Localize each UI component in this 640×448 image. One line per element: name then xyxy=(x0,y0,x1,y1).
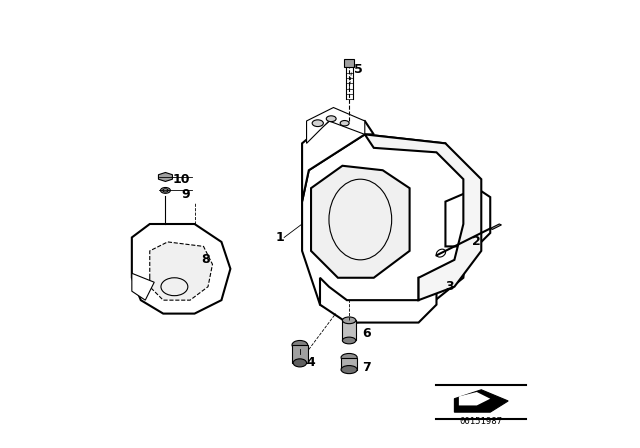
Text: 6: 6 xyxy=(362,327,371,340)
Ellipse shape xyxy=(342,317,356,323)
Text: 2: 2 xyxy=(472,235,481,249)
Ellipse shape xyxy=(163,189,168,192)
Text: 1: 1 xyxy=(275,231,284,244)
Polygon shape xyxy=(302,134,472,323)
Polygon shape xyxy=(320,278,436,323)
Polygon shape xyxy=(159,172,172,181)
Ellipse shape xyxy=(340,121,349,126)
Text: 10: 10 xyxy=(173,172,190,186)
Polygon shape xyxy=(311,166,410,278)
Text: 7: 7 xyxy=(362,361,371,374)
Polygon shape xyxy=(307,108,365,143)
Ellipse shape xyxy=(326,116,336,122)
Polygon shape xyxy=(454,390,508,412)
Ellipse shape xyxy=(161,188,170,194)
Bar xyxy=(342,320,356,340)
Text: 4: 4 xyxy=(307,356,316,370)
Ellipse shape xyxy=(292,340,308,349)
Polygon shape xyxy=(132,224,230,314)
Ellipse shape xyxy=(341,353,357,362)
Text: 9: 9 xyxy=(182,188,190,202)
Ellipse shape xyxy=(342,337,356,344)
Polygon shape xyxy=(132,273,154,300)
Polygon shape xyxy=(302,121,374,202)
Text: 8: 8 xyxy=(202,253,210,267)
Bar xyxy=(344,59,355,67)
Ellipse shape xyxy=(312,120,323,127)
Text: 5: 5 xyxy=(353,63,362,76)
Bar xyxy=(292,345,308,363)
Polygon shape xyxy=(150,242,212,300)
Polygon shape xyxy=(365,134,481,300)
Ellipse shape xyxy=(341,366,357,374)
Polygon shape xyxy=(490,224,502,229)
Ellipse shape xyxy=(293,359,307,367)
Polygon shape xyxy=(445,188,490,246)
Bar xyxy=(341,358,357,370)
Polygon shape xyxy=(459,392,490,405)
Text: 00151987: 00151987 xyxy=(460,417,503,426)
Text: 3: 3 xyxy=(445,280,454,293)
